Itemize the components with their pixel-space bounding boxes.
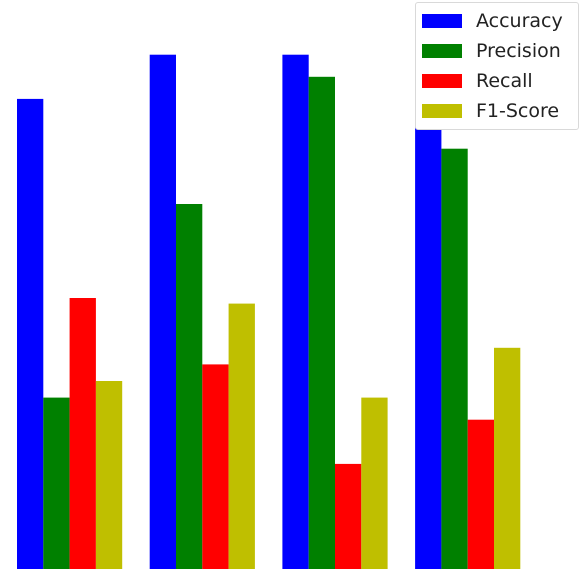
- legend-item-f1-score: F1-Score: [422, 99, 559, 123]
- bar-accuracy-3: [282, 54, 309, 569]
- bar-precision-3: [308, 76, 335, 569]
- bar-f1-score-1: [95, 381, 123, 569]
- legend-label-precision: Precision: [476, 40, 561, 62]
- legend-swatch-recall: [422, 74, 462, 88]
- legend-swatch-f1-score: [422, 104, 462, 118]
- bar-accuracy-4: [415, 54, 442, 569]
- bars-group: [17, 54, 521, 569]
- bar-recall-1: [69, 298, 96, 569]
- bar-accuracy-2: [149, 54, 176, 569]
- legend-label-recall: Recall: [476, 70, 533, 92]
- legend-item-precision: Precision: [422, 39, 561, 63]
- bar-precision-2: [176, 204, 203, 569]
- legend-item-accuracy: Accuracy: [422, 9, 563, 33]
- bar-recall-4: [467, 419, 494, 569]
- legend-label-f1-score: F1-Score: [476, 100, 560, 122]
- legend: Accuracy Precision Recall F1-Score: [415, 2, 579, 130]
- bar-f1-score-2: [228, 303, 255, 569]
- bar-f1-score-3: [361, 397, 388, 569]
- legend-item-recall: Recall: [422, 69, 533, 93]
- bar-f1-score-4: [494, 347, 521, 569]
- bar-accuracy-1: [17, 98, 44, 569]
- bar-recall-3: [335, 463, 362, 569]
- legend-swatch-precision: [422, 44, 462, 58]
- legend-label-accuracy: Accuracy: [476, 10, 563, 32]
- bar-recall-2: [202, 364, 229, 569]
- legend-swatch-accuracy: [422, 14, 462, 28]
- bar-precision-1: [43, 397, 70, 569]
- bar-precision-4: [441, 148, 468, 569]
